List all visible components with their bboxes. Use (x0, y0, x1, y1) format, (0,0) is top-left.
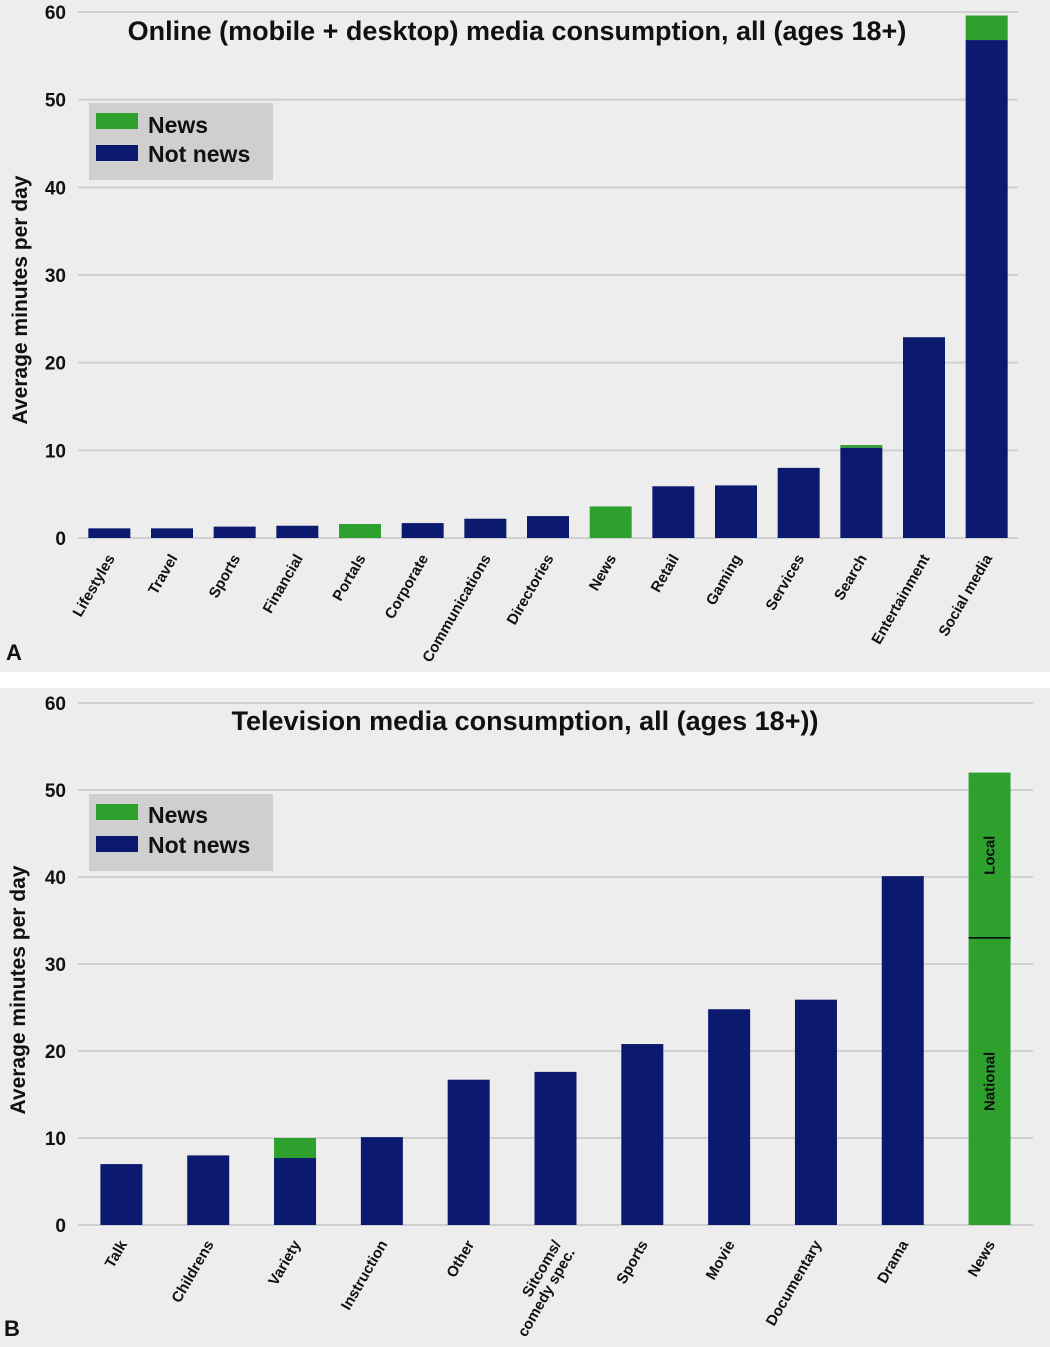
chart-title: Television media consumption, all (ages … (232, 706, 819, 736)
legend-label-news: News (148, 802, 208, 828)
y-tick-label-10: 10 (45, 441, 66, 462)
legend-label-news: News (148, 112, 208, 138)
bar-social-media-not-news (965, 40, 1008, 538)
bar-sports-not-news (621, 1044, 664, 1225)
bar-news-news (589, 506, 632, 538)
y-axis-label: Average minutes per day (9, 175, 32, 424)
legend-swatch-not-news (96, 836, 138, 852)
y-tick-label-10: 10 (45, 1129, 66, 1150)
bar-movie-not-news (708, 1009, 751, 1225)
legend-label-not-news: Not news (148, 832, 250, 858)
bar-social-media-news (965, 15, 1008, 41)
bar-drama-not-news (881, 876, 924, 1225)
bar-talk-not-news (100, 1164, 143, 1225)
bar-communications-not-news (464, 518, 507, 538)
bar-portals-news (339, 523, 381, 538)
y-tick-label-20: 20 (45, 1042, 66, 1063)
y-tick-label-40: 40 (45, 178, 66, 199)
legend-label-not-news: Not news (148, 141, 250, 167)
legend-swatch-news (96, 113, 138, 129)
y-tick-label-60: 60 (45, 3, 66, 24)
y-tick-label-60: 60 (45, 694, 66, 715)
bar-variety-not-news (274, 1158, 317, 1225)
chart-title: Online (mobile + desktop) media consumpt… (128, 16, 907, 46)
bar-directories-not-news (527, 516, 569, 538)
legend-swatch-news (96, 804, 138, 820)
bar-documentary-not-news (794, 999, 837, 1225)
bar-sports-not-news (213, 526, 256, 538)
bar-retail-not-news (652, 486, 695, 538)
panel-label: B (4, 1316, 20, 1341)
y-tick-label-50: 50 (45, 781, 66, 802)
bar-other-not-news (447, 1079, 490, 1225)
y-tick-label-0: 0 (55, 529, 66, 550)
bar-travel-not-news (151, 528, 193, 538)
bar-corporate-not-news (401, 523, 444, 538)
bar-instruction-not-news (360, 1137, 403, 1225)
bar-search-not-news (840, 447, 883, 538)
bar-gaming-not-news (715, 485, 757, 538)
legend-swatch-not-news (96, 145, 138, 161)
bar-sitcoms-comedy-spec-not-news (534, 1071, 577, 1225)
bar-childrens-not-news (187, 1155, 230, 1225)
bar-lifestyles-not-news (88, 528, 131, 538)
y-tick-label-20: 20 (45, 354, 66, 375)
bar-financial-not-news (276, 525, 319, 538)
y-tick-label-30: 30 (45, 955, 66, 976)
y-tick-label-50: 50 (45, 91, 66, 112)
y-tick-label-0: 0 (55, 1216, 66, 1237)
panel-label: A (6, 640, 22, 665)
bar-entertainment-not-news (903, 337, 945, 538)
y-tick-label-40: 40 (45, 868, 66, 889)
annotation-national: National (982, 1052, 999, 1111)
bar-news-news (968, 772, 1011, 1225)
bar-search-news (840, 445, 883, 448)
annotation-local: Local (982, 836, 999, 875)
y-axis-label: Average minutes per day (7, 865, 30, 1114)
y-tick-label-30: 30 (45, 266, 66, 287)
bar-services-not-news (777, 467, 820, 538)
bar-variety-news (274, 1138, 317, 1159)
